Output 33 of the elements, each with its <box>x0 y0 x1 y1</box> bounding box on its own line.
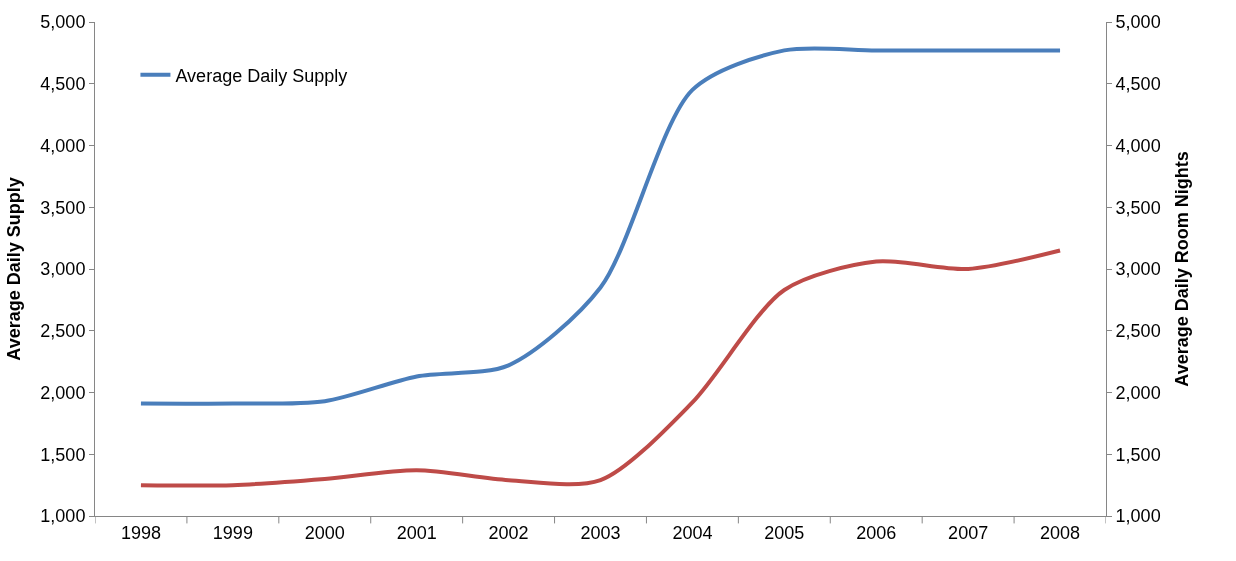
y-tick-label: 5,000 <box>40 12 86 33</box>
y-tick-label: 3,500 <box>40 197 86 218</box>
y2-axis-title: Average Daily Room Nights <box>1171 151 1192 387</box>
y-axis-title: Average Daily Supply <box>3 177 24 361</box>
x-tick-label: 2007 <box>948 522 989 543</box>
y-tick-label: 4,000 <box>40 135 86 156</box>
x-tick-label: 1999 <box>212 522 253 543</box>
y2-tick-label: 2,500 <box>1115 321 1161 342</box>
x-tick-label: 2008 <box>1040 522 1081 543</box>
y2-tick-label: 4,000 <box>1115 135 1161 156</box>
y2-tick-label: 4,500 <box>1115 74 1161 95</box>
x-tick-label: 1998 <box>120 522 161 543</box>
y2-tick-label: 3,000 <box>1115 259 1161 280</box>
x-tick-label: 2001 <box>396 522 437 543</box>
x-tick-label: 2006 <box>856 522 897 543</box>
x-tick-label: 2002 <box>488 522 529 543</box>
y-tick-label: 2,500 <box>40 321 86 342</box>
y2-tick-label: 1,000 <box>1115 506 1161 527</box>
legend-label: Average Daily Supply <box>175 65 348 86</box>
x-tick-label: 2000 <box>304 522 345 543</box>
y-tick-label: 1,500 <box>40 444 86 465</box>
y-tick-label: 3,000 <box>40 259 86 280</box>
y-tick-label: 1,000 <box>40 506 86 527</box>
x-tick-label: 2005 <box>764 522 805 543</box>
y-tick-label: 4,500 <box>40 74 86 95</box>
y2-tick-label: 1,500 <box>1115 444 1161 465</box>
y2-tick-label: 2,000 <box>1115 382 1161 403</box>
x-tick-label: 2004 <box>672 522 713 543</box>
y2-tick-label: 5,000 <box>1115 12 1161 33</box>
y-tick-label: 2,000 <box>40 382 86 403</box>
line-series <box>138 248 1063 488</box>
x-tick-label: 2003 <box>580 522 621 543</box>
y2-tick-label: 3,500 <box>1115 197 1161 218</box>
